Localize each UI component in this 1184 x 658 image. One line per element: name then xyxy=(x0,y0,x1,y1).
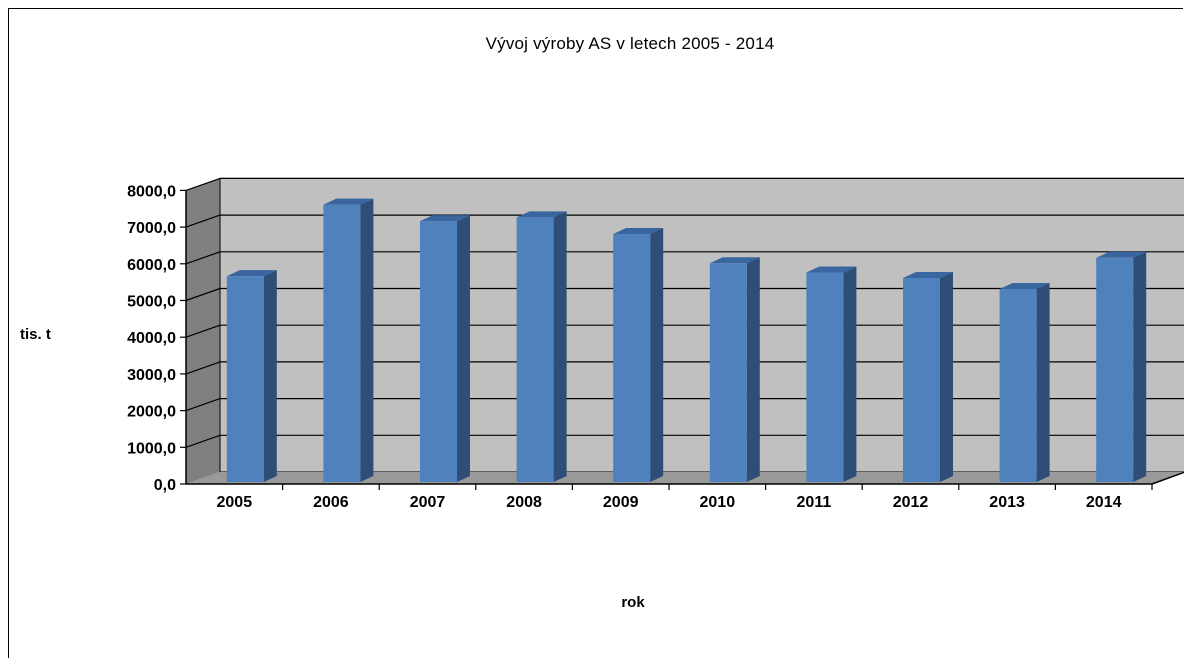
gridline-side xyxy=(185,434,221,448)
chart-title: Vývoj výroby AS v letech 2005 - 2014 xyxy=(485,34,775,53)
bar-side xyxy=(1036,282,1050,482)
bar-side xyxy=(360,198,374,482)
gridline-side xyxy=(185,398,221,412)
bar-top xyxy=(226,270,277,277)
bar-top xyxy=(323,198,374,205)
x-axis-depth xyxy=(1151,471,1184,485)
y-tick-label: 8000,0 xyxy=(127,183,176,200)
x-tick-label: 2013 xyxy=(989,494,1025,511)
bar-side xyxy=(650,227,664,482)
bar-top xyxy=(999,282,1050,289)
x-axis-label: rok xyxy=(621,594,645,611)
y-tick-label: 2000,0 xyxy=(127,404,176,421)
bar xyxy=(806,272,844,482)
bar xyxy=(420,221,457,482)
bar xyxy=(709,263,747,482)
bar-top xyxy=(516,211,567,218)
bar-top xyxy=(420,215,470,222)
y-tick-label: 7000,0 xyxy=(127,220,176,237)
x-tick-label: 2012 xyxy=(893,494,929,511)
x-tick-label: 2009 xyxy=(603,494,639,511)
x-tick-label: 2007 xyxy=(410,494,446,511)
bar-top xyxy=(613,227,664,234)
y-tick-label: 0,0 xyxy=(154,477,176,494)
bars xyxy=(226,198,1147,482)
y-tick-label: 6000,0 xyxy=(127,257,176,274)
bar-top xyxy=(709,257,760,264)
gridlines xyxy=(180,177,1184,485)
bar-side xyxy=(940,271,953,482)
bar-top xyxy=(1096,251,1147,258)
bar-side xyxy=(746,257,760,482)
gridline-side xyxy=(185,214,221,228)
x-tick-label: 2011 xyxy=(797,494,832,511)
x-tick-label: 2005 xyxy=(217,494,253,511)
bar xyxy=(323,204,361,482)
y-tick-label: 3000,0 xyxy=(127,367,176,384)
y-tick-label: 5000,0 xyxy=(127,294,176,311)
y-axis-label: tis. t xyxy=(20,326,51,343)
gridline-side xyxy=(185,361,221,375)
chart-frame xyxy=(8,8,1183,658)
bar-side xyxy=(457,215,470,482)
x-tick-label: 2014 xyxy=(1086,494,1122,511)
x-tick-label: 2010 xyxy=(700,494,736,511)
gridline-side xyxy=(185,177,221,191)
bar xyxy=(516,217,554,482)
bar-top xyxy=(903,271,953,278)
bar-side xyxy=(263,270,277,482)
gridline-side xyxy=(185,251,221,265)
bar xyxy=(613,233,651,482)
bar xyxy=(226,276,264,482)
x-tick-label: 2008 xyxy=(506,494,542,511)
bar-side xyxy=(1133,251,1147,482)
bar-top xyxy=(806,266,857,273)
bar xyxy=(1096,257,1134,482)
gridline-side xyxy=(185,324,221,338)
bar-side xyxy=(843,266,857,482)
y-tick-label: 4000,0 xyxy=(127,330,176,347)
bar-side xyxy=(553,211,567,482)
bar xyxy=(903,277,940,482)
y-tick-label: 1000,0 xyxy=(127,440,176,457)
bar xyxy=(999,288,1037,482)
gridline-side xyxy=(185,287,221,302)
tick-labels: 0,0 1000,0 2000,0 3000,0 4000,0 5000,0 6000,0 7… xyxy=(127,183,1122,511)
axes xyxy=(185,190,1184,490)
x-tick-label: 2006 xyxy=(313,494,349,511)
